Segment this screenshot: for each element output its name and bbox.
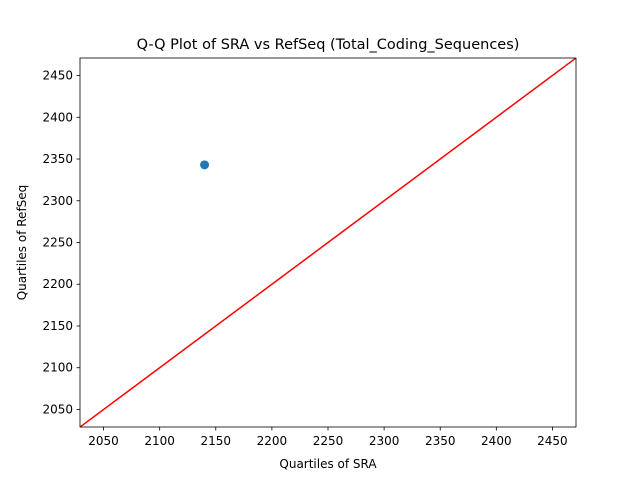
plot-area: [80, 58, 576, 427]
y-tick-label: 2050: [42, 402, 73, 416]
y-tick-label: 2350: [42, 152, 73, 166]
x-axis-ticks: 2050 2100 2150 2200 2250 2300 2350 2400 2450: [88, 427, 568, 448]
x-tick-label: 2200: [257, 434, 288, 448]
x-tick-label: 2300: [369, 434, 400, 448]
y-tick-label: 2250: [42, 236, 73, 250]
y-axis-label: Quartiles of RefSeq: [15, 185, 29, 301]
y-axis-ticks: 2050 2100 2150 2200 2250 2300 2350 2400 2450: [42, 69, 80, 416]
y-tick-label: 2150: [42, 319, 73, 333]
x-tick-label: 2450: [537, 434, 568, 448]
x-axis-label: Quartiles of SRA: [279, 457, 377, 471]
y-tick-label: 2400: [42, 110, 73, 124]
y-tick-label: 2100: [42, 361, 73, 375]
y-tick-label: 2450: [42, 69, 73, 83]
y-tick-label: 2200: [42, 277, 73, 291]
x-tick-label: 2150: [201, 434, 232, 448]
x-tick-label: 2400: [481, 434, 512, 448]
y-tick-label: 2300: [42, 194, 73, 208]
x-tick-label: 2050: [88, 434, 119, 448]
data-point: [200, 160, 210, 170]
chart-title: Q-Q Plot of SRA vs RefSeq (Total_Coding_…: [137, 37, 520, 53]
data-points: [200, 160, 210, 170]
x-tick-label: 2250: [313, 434, 344, 448]
x-tick-label: 2100: [144, 434, 175, 448]
x-tick-label: 2350: [425, 434, 456, 448]
reference-line: [80, 58, 576, 427]
